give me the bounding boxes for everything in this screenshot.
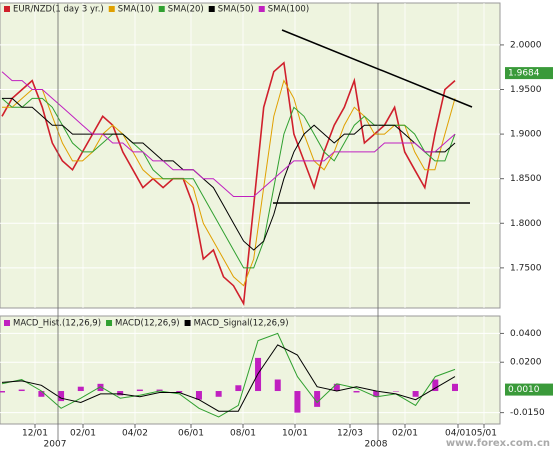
hist-bar [58,391,65,402]
x-tick-label: 02/01 [70,429,96,439]
hist-bar [77,386,84,392]
series-line [2,97,456,251]
series-line [1,71,456,197]
series-line [2,79,456,287]
legend-swatch [4,320,10,326]
hist-bar [235,385,242,392]
x-tick-label: 06/01 [178,429,204,439]
x-tick-label: 12/01 [22,429,48,439]
watermark: www.forex.com.cn [446,438,550,449]
hist-bar [18,389,25,392]
hist-bar [294,391,301,413]
legend-label: MACD(12,26,9) [115,319,180,329]
y-tick-label: 2.0000 [510,40,542,50]
x-tick-label: 04/01 [445,429,471,439]
legend-swatch [258,6,265,12]
macd-panel [0,315,501,425]
hist-bar [0,391,5,393]
x-tick-label: 04/02 [122,429,148,439]
hist-bar [215,391,222,397]
last-value-box [505,67,553,80]
hist-bar [373,391,380,397]
hist-bar [97,383,104,392]
x-tick-label: 02/01 [392,429,418,439]
legend-swatch [108,6,115,12]
y-tick-label: 1.8000 [510,219,542,229]
series-line [1,344,456,412]
hist-bar [314,391,321,407]
y-tick-label: -0.0150 [510,408,545,418]
y-tick-label: 1.8500 [510,174,542,184]
hist-bar [274,379,281,392]
legend-swatch [106,320,113,326]
hist-bar [176,391,183,393]
year-label: 2008 [365,440,388,449]
hist-bar [392,391,399,392]
hist-bar [412,391,419,397]
legend-swatch [158,6,165,12]
hist-bar [333,383,340,392]
x-tick-label: 08/01 [230,429,256,439]
y-tick-label: 1.9000 [510,130,542,140]
legend-swatch [4,6,10,12]
hist-bar [38,391,45,397]
hist-bar [432,379,439,392]
hist-bar [452,383,458,392]
y-tick-label: 1.9500 [510,85,542,95]
legend-swatch [208,6,215,12]
legend-label: MACD_Signal(12,26,9) [194,319,289,329]
last-value-box [505,383,553,396]
y-tick-label: 0.0200 [510,358,542,368]
legend-label: SMA(100) [268,5,309,15]
hist-bar [117,391,124,396]
hist-bar [353,391,360,393]
year-label: 2007 [44,440,67,449]
x-tick-label: 10/01 [282,429,308,439]
last-value-label: 1.9684 [508,69,540,79]
hist-bar [156,389,163,392]
plot: 1.75001.80001.85001.90001.95002.0000EUR/… [0,3,553,449]
x-tick-label: 12/03 [337,429,363,439]
legend-label: SMA(10) [118,5,154,15]
y-tick-label: 1.7500 [510,263,542,273]
last-value-label: 0.0010 [508,385,540,395]
hist-bar [195,391,202,400]
legend-label: MACD_Hist.(12,26,9) [13,319,101,329]
hist-bar [136,389,143,392]
price-panel [0,2,501,309]
legend-label: SMA(20) [168,5,204,15]
y-tick-label: 0.0400 [510,329,542,339]
legend-swatch [184,320,191,326]
x-tick-label: 05/01 [471,429,497,439]
legend-label: SMA(50) [218,5,254,15]
trend-line [281,29,473,108]
